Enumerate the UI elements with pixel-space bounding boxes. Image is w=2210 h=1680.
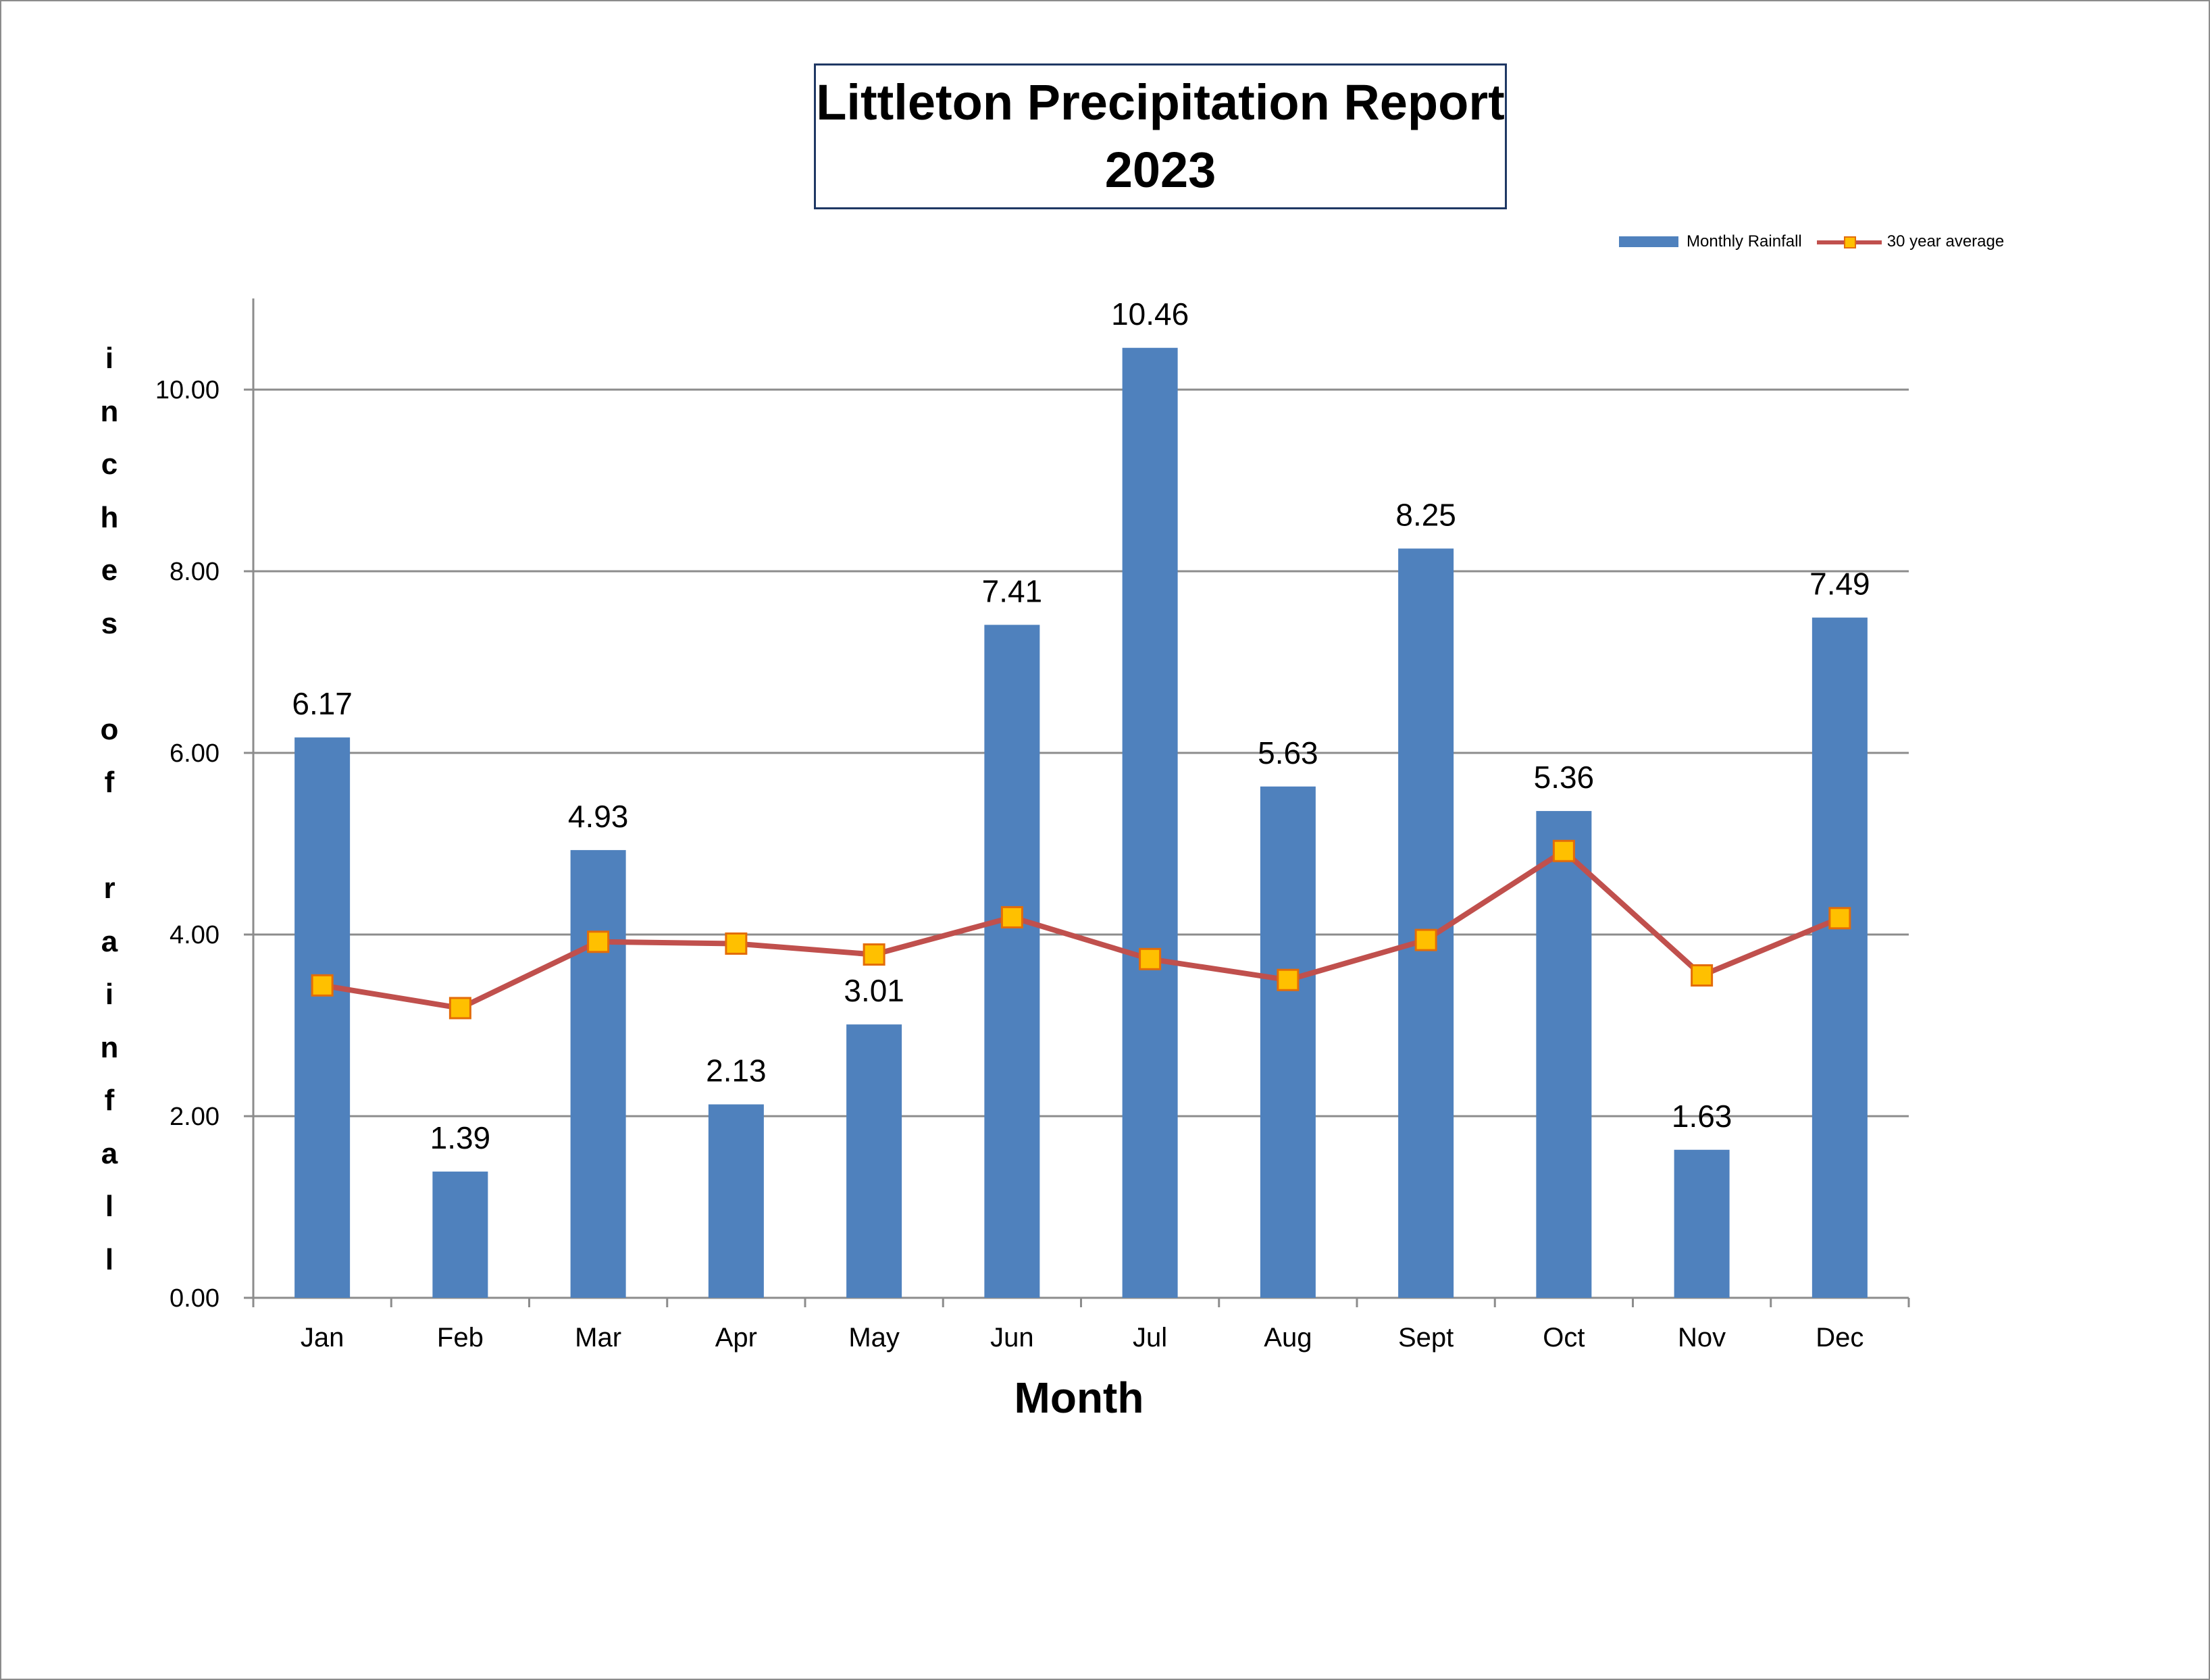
legend-label-30-year-average: 30 year average <box>1886 232 2005 251</box>
bar-data-label: 7.41 <box>982 573 1043 608</box>
y-axis-label-char: c <box>101 448 118 481</box>
chart-subtitle: 2023 <box>1104 142 1216 198</box>
bar <box>846 1024 902 1298</box>
legend-bar-swatch <box>1619 236 1678 247</box>
y-axis-label-char: f <box>104 1084 115 1117</box>
average-marker <box>1828 907 1851 930</box>
bar-data-label: 8.25 <box>1395 497 1456 532</box>
y-axis-label-char: i <box>105 342 114 375</box>
bar <box>432 1172 488 1298</box>
bar <box>1536 811 1592 1298</box>
average-marker <box>587 930 610 953</box>
legend-item-monthly-rainfall: Monthly Rainfall <box>1619 232 1802 251</box>
bar <box>294 737 351 1298</box>
x-tick-label: Sept <box>1398 1323 1454 1353</box>
y-axis-label-char: f <box>104 766 115 799</box>
bar-data-label: 10.46 <box>1111 296 1189 332</box>
bar <box>1674 1149 1730 1298</box>
x-tick-label: Dec <box>1816 1323 1864 1353</box>
x-tick-label: Feb <box>437 1323 484 1353</box>
average-marker <box>1000 905 1023 928</box>
bar-data-label: 1.63 <box>1672 1099 1732 1134</box>
average-marker <box>1277 968 1300 991</box>
y-axis-label-char: n <box>100 1030 119 1064</box>
chart-title: Littleton Precipitation Report <box>816 74 1505 130</box>
y-axis-label-char: l <box>105 1190 114 1223</box>
bar-data-label: 3.01 <box>844 973 904 1008</box>
y-tick-label: 4.00 <box>170 921 220 949</box>
average-marker <box>863 943 885 966</box>
bar-data-label: 1.39 <box>430 1120 491 1155</box>
x-tick-label: Aug <box>1264 1323 1312 1353</box>
bar-data-label: 6.17 <box>292 686 353 721</box>
legend: Monthly Rainfall 30 year average <box>1619 230 2019 254</box>
x-tick-label: Jan <box>301 1323 344 1353</box>
y-axis-label-char: a <box>101 1136 118 1170</box>
bar <box>708 1104 764 1298</box>
y-tick-label: 10.00 <box>155 376 220 404</box>
y-axis-label-char: n <box>100 394 119 428</box>
y-axis-label-char: e <box>101 554 118 587</box>
average-marker <box>725 932 748 955</box>
y-tick-label: 6.00 <box>170 739 220 768</box>
legend-item-30-year-average: 30 year average <box>1816 232 2005 251</box>
bar-data-label: 2.13 <box>706 1053 767 1088</box>
bar <box>570 849 626 1298</box>
y-axis-label-char: a <box>101 924 118 958</box>
y-axis-label-char: r <box>103 872 115 905</box>
average-marker <box>448 997 471 1020</box>
average-marker <box>1139 947 1162 970</box>
x-tick-label: Nov <box>1678 1323 1726 1353</box>
x-tick-label: Apr <box>715 1323 757 1353</box>
y-tick-label: 2.00 <box>170 1103 220 1131</box>
x-axis-label: Month <box>1014 1373 1144 1422</box>
bar-data-label: 5.63 <box>1258 735 1318 770</box>
bar-data-label: 5.36 <box>1534 760 1595 795</box>
y-axis-label-char: o <box>100 712 119 746</box>
y-axis-label-char: i <box>105 978 114 1011</box>
legend-line-swatch <box>1816 236 1882 248</box>
bar <box>1811 617 1868 1298</box>
y-tick-label: 8.00 <box>170 558 220 586</box>
bar <box>1398 548 1454 1298</box>
legend-label-monthly-rainfall: Monthly Rainfall <box>1687 232 1802 251</box>
x-tick-label: Jun <box>990 1323 1034 1353</box>
average-marker <box>1691 964 1714 987</box>
y-tick-label: 0.00 <box>170 1284 220 1313</box>
bar <box>984 625 1040 1298</box>
bar <box>1122 348 1178 1298</box>
average-line <box>322 848 1841 1011</box>
average-marker <box>1414 928 1437 951</box>
y-axis-label-char: h <box>100 500 119 534</box>
y-axis-label-char: s <box>101 606 118 640</box>
bar <box>1260 786 1316 1298</box>
chart-title-box: Littleton Precipitation Report 2023 <box>814 63 1507 209</box>
bar-data-label: 7.49 <box>1809 567 1870 602</box>
x-tick-label: Mar <box>575 1323 621 1353</box>
bar-data-label: 4.93 <box>568 799 629 834</box>
average-marker <box>1552 839 1575 862</box>
x-tick-label: Oct <box>1543 1323 1585 1353</box>
average-marker <box>311 974 334 997</box>
x-tick-label: May <box>848 1323 900 1353</box>
y-axis-label-char: l <box>105 1242 114 1276</box>
x-tick-label: Jul <box>1133 1323 1167 1353</box>
